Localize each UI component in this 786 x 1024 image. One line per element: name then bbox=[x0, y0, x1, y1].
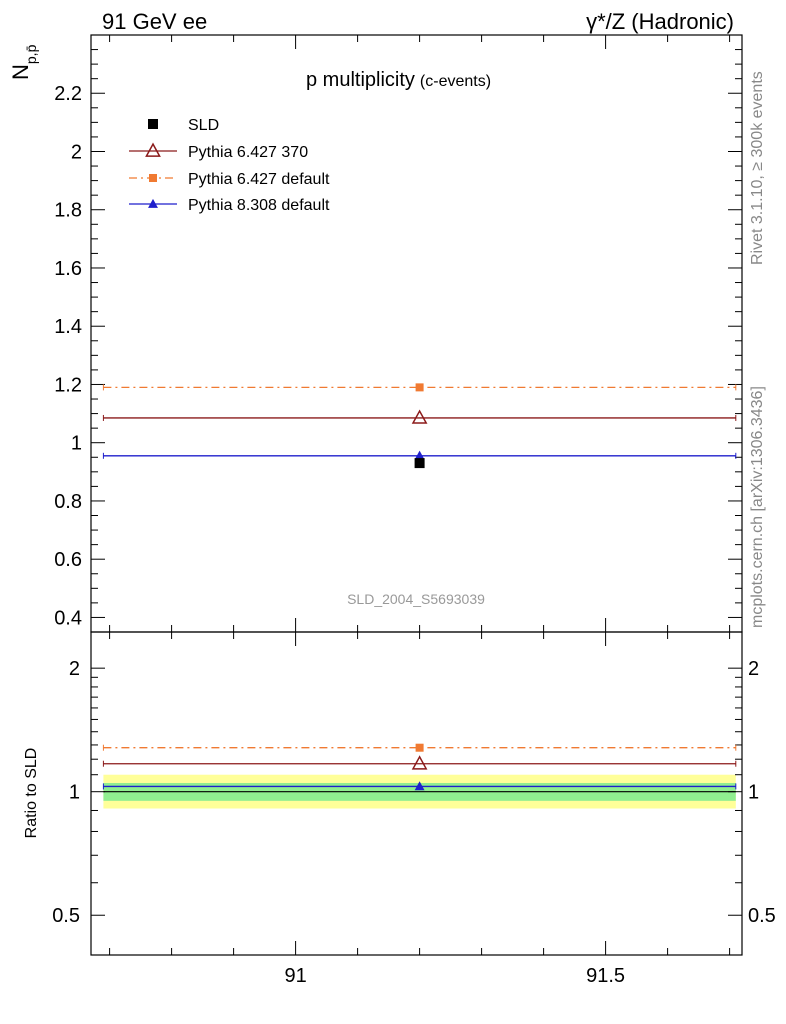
y-axis-label-sub: p,p̄ bbox=[23, 44, 39, 64]
main-ytick-label: 1.8 bbox=[54, 200, 82, 222]
series-marker bbox=[411, 409, 428, 424]
header-left: 91 GeV ee bbox=[102, 9, 207, 34]
y-axis-label: Np,p̄ bbox=[8, 44, 39, 80]
ratio-series bbox=[102, 743, 737, 791]
main-tick-labels: 0.4 0.6 0.8 1 1.2 1.4 1.6 1.8 2 2.2 bbox=[54, 83, 82, 629]
xtick-label: 91.5 bbox=[586, 965, 625, 987]
header-right: γ*/Z (Hadronic) bbox=[586, 9, 734, 34]
legend: SLD Pythia 6.427 370 Pythia 6.427 default P… bbox=[129, 117, 330, 214]
main-title-text: p multiplicity bbox=[306, 69, 415, 91]
ratio-ytick-label-left: 0.5 bbox=[52, 905, 80, 927]
analysis-id: SLD_2004_S5693039 bbox=[347, 591, 485, 607]
main-ytick-label: 1.2 bbox=[54, 374, 82, 396]
main-ytick-label: 0.4 bbox=[54, 607, 82, 629]
xtick-label: 91 bbox=[284, 965, 306, 987]
main-ytick-label: 2 bbox=[71, 141, 82, 163]
legend-label: Pythia 8.308 default bbox=[188, 197, 330, 214]
main-panel: 0.4 0.6 0.8 1 1.2 1.4 1.6 1.8 2 2.2 p multiplicit… bbox=[8, 34, 743, 633]
ratio-frame bbox=[90, 631, 743, 956]
ratio-tick-labels: 0.5 0.5 1 1 2 2 91 91.5 bbox=[52, 658, 776, 987]
legend-marker bbox=[149, 174, 157, 182]
y-axis-label-main: N bbox=[8, 64, 33, 80]
ratio-bands bbox=[103, 774, 736, 809]
ratio-axis-ticks bbox=[91, 632, 742, 956]
legend-label: Pythia 6.427 370 bbox=[188, 144, 308, 161]
series-marker bbox=[414, 458, 425, 469]
mcplots-label: mcplots.cern.ch [arXiv:1306.3436] bbox=[749, 386, 766, 628]
main-ytick-label: 0.8 bbox=[54, 491, 82, 513]
main-ytick-label: 1.4 bbox=[54, 316, 82, 338]
legend-marker bbox=[148, 198, 158, 208]
ratio-y-label: Ratio to SLD bbox=[23, 748, 40, 839]
legend-marker bbox=[148, 119, 158, 129]
ratio-series-marker bbox=[415, 743, 424, 752]
main-title: p multiplicity (c-events) bbox=[306, 69, 491, 91]
ratio-series-marker bbox=[414, 781, 425, 791]
ratio-panel: 0.5 0.5 1 1 2 2 91 91.5 Ratio to SLD bbox=[23, 631, 776, 987]
main-ytick-label: 0.6 bbox=[54, 549, 82, 571]
legend-marker bbox=[145, 142, 161, 157]
main-title-suffix: (c-events) bbox=[420, 73, 491, 90]
main-ytick-label: 2.2 bbox=[54, 83, 82, 105]
ratio-ytick-label-right: 1 bbox=[748, 782, 759, 804]
main-series bbox=[102, 383, 737, 469]
ratio-ytick-label-right: 0.5 bbox=[748, 905, 776, 927]
rivet-label: Rivet 3.1.10, ≥ 300k events bbox=[749, 71, 766, 265]
main-ytick-label: 1 bbox=[71, 433, 82, 455]
series-marker bbox=[415, 383, 424, 392]
legend-label: Pythia 6.427 default bbox=[188, 171, 330, 188]
series-marker bbox=[414, 450, 425, 460]
main-ytick-label: 1.6 bbox=[54, 258, 82, 280]
ratio-series-marker bbox=[411, 755, 428, 770]
legend-label: SLD bbox=[188, 117, 219, 134]
ratio-ytick-label-left: 1 bbox=[69, 782, 80, 804]
ratio-ytick-label-left: 2 bbox=[69, 658, 80, 680]
ratio-ytick-label-right: 2 bbox=[748, 658, 759, 680]
